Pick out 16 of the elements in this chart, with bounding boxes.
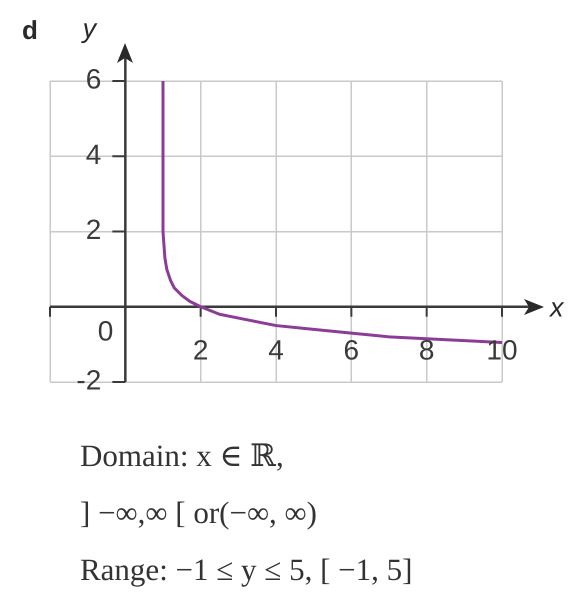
x-tick-label: 4 — [268, 334, 284, 366]
y-axis-title: y — [80, 14, 98, 44]
y-tick-label: -2 — [76, 364, 102, 396]
x-tick-label: 10 — [486, 334, 518, 366]
y-tick-label: 6 — [86, 64, 102, 95]
text: Domain: x ∈ ℝ, — [80, 437, 285, 475]
x-tick-label: 8 — [418, 334, 434, 366]
annotation: 0 — [98, 315, 114, 346]
y-tick-label: 2 — [86, 214, 102, 246]
text: ] −∞,∞ [ or(−∞, ∞) — [80, 494, 318, 532]
text: Range: −1 ≤ y ≤ 5, [ −1, 5] — [80, 551, 412, 589]
chart-title: d — [22, 15, 38, 46]
x-tick-label: 2 — [192, 334, 208, 366]
x-axis-title: x — [548, 292, 565, 322]
x-tick-label: 6 — [344, 334, 360, 366]
y-tick-label: 4 — [86, 138, 102, 170]
